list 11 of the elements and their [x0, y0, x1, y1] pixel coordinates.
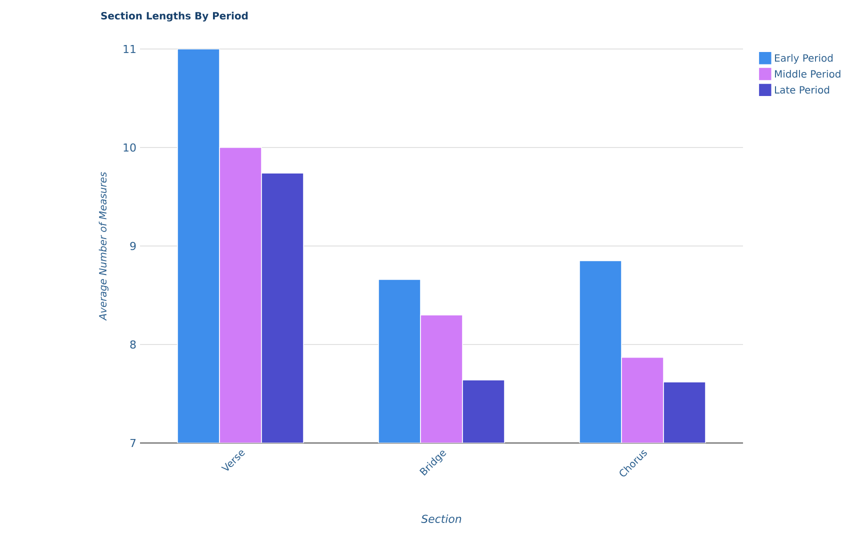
y-tick-label: 9 — [130, 242, 136, 250]
chart-title: Section Lengths By Period — [101, 12, 248, 22]
legend-label: Middle Period — [775, 70, 840, 78]
y-tick-label: 7 — [130, 439, 136, 447]
y-tick-label: 10 — [124, 143, 136, 152]
y-tick-label: 8 — [130, 340, 136, 349]
legend-label: Late Period — [775, 86, 830, 94]
y-axis-title: Average Number of Measures — [98, 172, 108, 321]
y-tick-label: 11 — [124, 45, 136, 53]
x-axis-title: Section — [421, 514, 462, 524]
legend-label: Early Period — [775, 54, 833, 64]
